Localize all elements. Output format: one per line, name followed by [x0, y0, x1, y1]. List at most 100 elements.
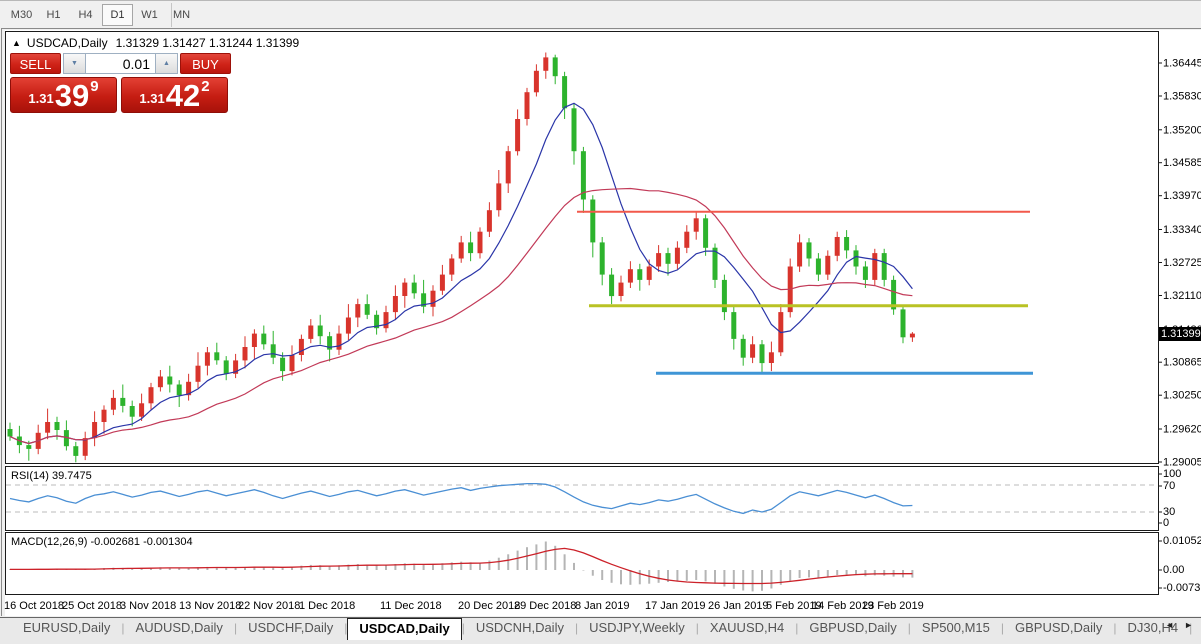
- chart-title: ▲ USDCAD,Daily 1.31329 1.31427 1.31244 1.3…: [12, 36, 299, 50]
- tab-gbpusd-daily[interactable]: GBPUSD,Daily: [1014, 620, 1103, 635]
- rsi-axis-label: 70: [1163, 480, 1175, 492]
- buy-price-pip: 2: [201, 78, 210, 95]
- candlestick: [627, 269, 633, 283]
- timeframe-button-h1[interactable]: H1: [46, 8, 61, 21]
- date-axis-label: 29 Dec 2018: [514, 600, 576, 612]
- tab-tech100-h[interactable]: TECH100,H: [1192, 618, 1201, 638]
- candles-group: [7, 52, 915, 463]
- macd-indicator-label: MACD(12,26,9) -0.002681 -0.001304: [11, 536, 193, 548]
- tab-eurusd-daily[interactable]: EURUSD,Daily: [23, 620, 111, 635]
- candlestick: [280, 357, 286, 372]
- buy-price-box[interactable]: 1.31 42 2: [121, 77, 228, 113]
- macd-histogram-bar: [140, 568, 143, 570]
- candlestick: [110, 397, 116, 410]
- macd-axis-label: -0.0073: [1163, 582, 1200, 594]
- tab-separator: |: [1189, 621, 1193, 635]
- lot-size-input[interactable]: [86, 53, 155, 74]
- candlestick: [674, 247, 680, 264]
- sell-button[interactable]: SELL: [10, 53, 61, 74]
- price-axis-label: 1.33970: [1163, 190, 1201, 202]
- tab-usdcnh-daily[interactable]: USDCNH,Daily: [475, 620, 564, 635]
- lot-decrease-button[interactable]: ▼: [63, 53, 86, 74]
- candlestick: [223, 360, 229, 374]
- macd-histogram-bar: [638, 570, 641, 585]
- macd-histogram-bar: [488, 560, 491, 570]
- price-axis-label: 1.35200: [1163, 124, 1201, 136]
- candlestick: [609, 274, 615, 297]
- timeframe-button-m30[interactable]: M30: [10, 8, 33, 21]
- candlestick: [853, 250, 859, 267]
- rsi-line: [9, 482, 913, 515]
- timeframe-toolbar: M30 H1 H4 D1 W1 MN: [0, 0, 1201, 28]
- tab-scroll-left-icon[interactable]: ◄: [1165, 620, 1175, 630]
- tab-separator: |: [121, 621, 125, 635]
- date-axis-label: 5 Feb 2019: [766, 600, 822, 612]
- macd-histogram-bar: [253, 566, 256, 570]
- candlestick: [768, 352, 774, 363]
- timeframe-button-d1[interactable]: D1: [102, 3, 133, 26]
- macd-histogram-bar: [732, 570, 735, 589]
- date-axis-label: 1 Dec 2018: [299, 600, 355, 612]
- price-axis-label: 1.36445: [1163, 58, 1201, 70]
- tab-usdchf-daily[interactable]: USDCHF,Daily: [248, 620, 334, 635]
- timeframe-button-h4[interactable]: H4: [78, 8, 93, 21]
- macd-histogram-bar: [375, 565, 378, 570]
- trade-panel-toggle-icon[interactable]: ▲: [12, 38, 21, 48]
- macd-histogram-bar: [845, 570, 848, 575]
- macd-histogram-bar: [291, 566, 293, 570]
- candlestick: [139, 403, 145, 417]
- candlestick: [740, 338, 746, 358]
- macd-plot-frame: [5, 532, 1159, 595]
- tab-separator: |: [344, 621, 348, 635]
- timeframe-button-w1[interactable]: W1: [141, 8, 158, 21]
- price-axis-label: 1.32725: [1163, 257, 1201, 269]
- candlestick: [721, 279, 727, 313]
- rsi-axis-label: 0: [1163, 517, 1169, 529]
- candlestick: [411, 282, 417, 294]
- macd-histogram-bar: [714, 570, 716, 584]
- macd-histogram-bar: [460, 561, 463, 570]
- macd-histogram-bar: [695, 570, 698, 580]
- candlestick: [543, 57, 549, 71]
- candlestick: [862, 266, 868, 280]
- macd-histogram-bar: [197, 567, 199, 570]
- candlestick: [731, 312, 737, 339]
- sell-price-box[interactable]: 1.31 39 9: [10, 77, 117, 113]
- tab-scroll-right-icon[interactable]: ►: [1184, 620, 1193, 630]
- candlestick: [317, 325, 323, 337]
- macd-histogram-bar: [676, 570, 679, 582]
- spin-up-icon: ▲: [163, 60, 170, 67]
- price-axis-label: 1.34585: [1163, 157, 1201, 169]
- symbol-tab-bar: EURUSD,Daily | AUDUSD,Daily | USDCHF,Daily | U…: [0, 617, 1201, 644]
- candlestick: [618, 282, 624, 296]
- macd-axis-label: 0.010525: [1163, 535, 1201, 547]
- candlestick: [392, 296, 398, 313]
- tab-xauusd-h4[interactable]: XAUUSD,H4: [709, 620, 785, 635]
- candlestick: [298, 338, 304, 355]
- tab-separator: |: [795, 621, 799, 635]
- macd-histogram-bar: [356, 564, 359, 570]
- tab-dj30-h4[interactable]: DJ30,H4: [1127, 620, 1179, 635]
- timeframe-button-mn[interactable]: MN: [172, 8, 191, 21]
- tab-separator: |: [1000, 621, 1004, 635]
- macd-histogram-bar: [591, 570, 594, 576]
- macd-histogram-bar: [347, 564, 350, 570]
- macd-histogram-bar: [422, 564, 425, 570]
- ma-slow-line: [9, 187, 913, 445]
- macd-histogram-bar: [272, 567, 275, 570]
- candlestick: [439, 274, 445, 291]
- candlestick: [900, 309, 906, 338]
- price-axis-label: 1.30250: [1163, 390, 1201, 402]
- candlestick: [63, 430, 69, 447]
- price-axis-label: 1.33340: [1163, 224, 1201, 236]
- tab-separator: |: [695, 621, 699, 635]
- tab-sp500-m15[interactable]: SP500,M15: [921, 620, 990, 635]
- buy-button[interactable]: BUY: [180, 53, 231, 74]
- tab-usdcad-daily[interactable]: USDCAD,Daily: [347, 618, 462, 640]
- lot-increase-button[interactable]: ▲: [155, 53, 178, 74]
- tab-usdjpy-weekly[interactable]: USDJPY,Weekly: [589, 620, 685, 635]
- tab-gbpusd-daily[interactable]: GBPUSD,Daily: [809, 620, 897, 635]
- macd-histogram-bar: [319, 565, 322, 570]
- tab-audusd-daily[interactable]: AUDUSD,Daily: [135, 620, 223, 635]
